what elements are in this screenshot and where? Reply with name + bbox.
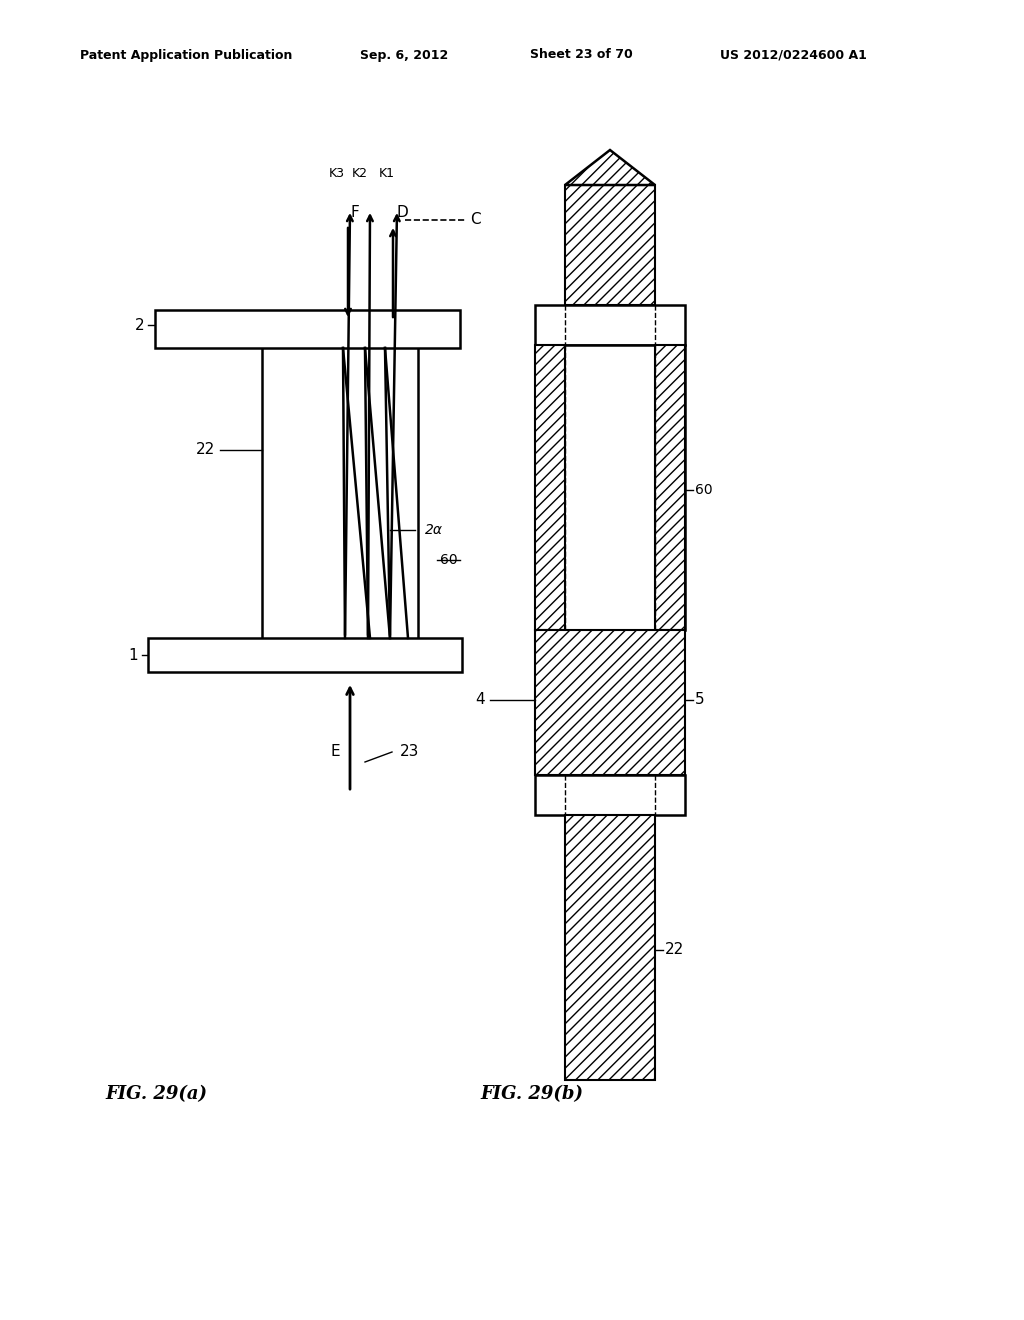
Text: C: C — [470, 213, 480, 227]
Bar — [535, 305, 685, 345]
Bar — [148, 638, 462, 672]
Text: Sep. 6, 2012: Sep. 6, 2012 — [360, 49, 449, 62]
Text: K2: K2 — [352, 168, 368, 180]
Bar — [535, 345, 685, 630]
Text: Sheet 23 of 70: Sheet 23 of 70 — [530, 49, 633, 62]
Bar — [535, 775, 685, 814]
Bar — [655, 345, 685, 630]
Text: 2: 2 — [135, 318, 145, 333]
Text: F: F — [350, 205, 358, 220]
Bar — [565, 185, 655, 305]
Text: FIG. 29(b): FIG. 29(b) — [480, 1085, 583, 1104]
Text: 2α: 2α — [425, 523, 443, 537]
Polygon shape — [565, 150, 655, 185]
Bar — [565, 814, 655, 1080]
Bar — [655, 345, 685, 630]
Text: 22: 22 — [665, 942, 684, 957]
Text: E: E — [331, 744, 340, 759]
Text: D: D — [396, 205, 408, 220]
Bar — [535, 345, 565, 630]
Bar — [535, 630, 685, 775]
Text: 4: 4 — [475, 693, 485, 708]
Text: 60: 60 — [440, 553, 458, 568]
Text: 23: 23 — [400, 744, 420, 759]
Text: 60: 60 — [695, 483, 713, 498]
Text: US 2012/0224600 A1: US 2012/0224600 A1 — [720, 49, 867, 62]
Text: 5: 5 — [695, 693, 705, 708]
Text: 1: 1 — [128, 648, 138, 663]
Bar — [535, 345, 565, 630]
Text: K1: K1 — [379, 168, 395, 180]
Bar — [565, 185, 655, 305]
Text: FIG. 29(a): FIG. 29(a) — [105, 1085, 207, 1104]
Text: 22: 22 — [196, 442, 215, 458]
Text: K3: K3 — [329, 168, 345, 180]
Bar — [535, 630, 685, 775]
Bar — [155, 310, 460, 348]
Text: Patent Application Publication: Patent Application Publication — [80, 49, 293, 62]
Bar — [565, 814, 655, 1080]
